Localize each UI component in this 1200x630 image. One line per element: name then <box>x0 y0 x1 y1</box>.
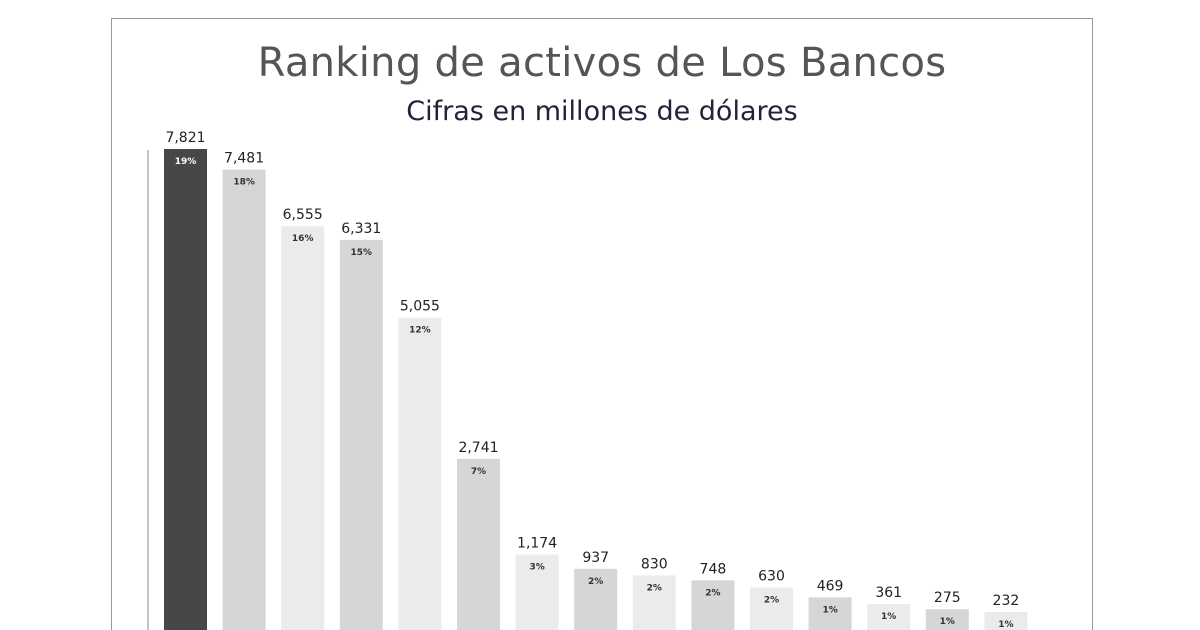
value-label: 1,174 <box>517 535 557 551</box>
bar <box>515 554 559 630</box>
bar <box>457 458 500 630</box>
value-label: 748 <box>700 561 727 577</box>
value-label: 937 <box>582 550 609 566</box>
bar <box>984 611 1028 630</box>
value-label: 6,555 <box>283 207 323 223</box>
bar <box>574 568 618 630</box>
chart-frame <box>111 18 1093 630</box>
bar <box>632 575 676 630</box>
value-label: 630 <box>758 569 785 585</box>
value-label: 469 <box>817 578 844 594</box>
value-label: 232 <box>993 593 1020 609</box>
bar <box>925 609 969 630</box>
bar <box>222 169 266 630</box>
value-label: 2,741 <box>458 440 498 456</box>
value-label: 275 <box>934 590 961 606</box>
percent-label: 12% <box>409 326 431 336</box>
percent-label: 1% <box>822 605 837 615</box>
value-label: 5,055 <box>400 299 440 315</box>
percent-label: 1% <box>881 612 896 622</box>
percent-label: 16% <box>292 234 314 244</box>
chart-title: Ranking de activos de Los Bancos <box>257 40 947 86</box>
bar <box>867 604 911 630</box>
percent-label: 7% <box>471 467 486 477</box>
value-label: 7,481 <box>224 151 264 167</box>
percent-label: 2% <box>705 588 720 598</box>
chart-subtitle: Cifras en millones de dólares <box>406 96 798 127</box>
percent-label: 1% <box>940 617 955 627</box>
percent-label: 18% <box>233 178 255 188</box>
value-label: 830 <box>641 556 668 572</box>
bar <box>339 239 383 630</box>
percent-label: 15% <box>351 248 373 258</box>
bar <box>691 580 735 630</box>
bar <box>398 317 442 630</box>
percent-label: 2% <box>764 596 779 606</box>
percent-label: 19% <box>175 157 197 167</box>
percent-label: 3% <box>529 562 544 572</box>
bar <box>808 597 852 630</box>
value-label: 6,331 <box>341 221 381 237</box>
value-label: 7,821 <box>165 130 205 146</box>
bar <box>164 149 207 630</box>
bar <box>281 226 325 630</box>
value-label: 361 <box>875 585 902 601</box>
percent-label: 1% <box>998 620 1013 630</box>
percent-label: 2% <box>588 577 603 587</box>
bar <box>750 587 793 630</box>
percent-label: 2% <box>647 583 662 593</box>
